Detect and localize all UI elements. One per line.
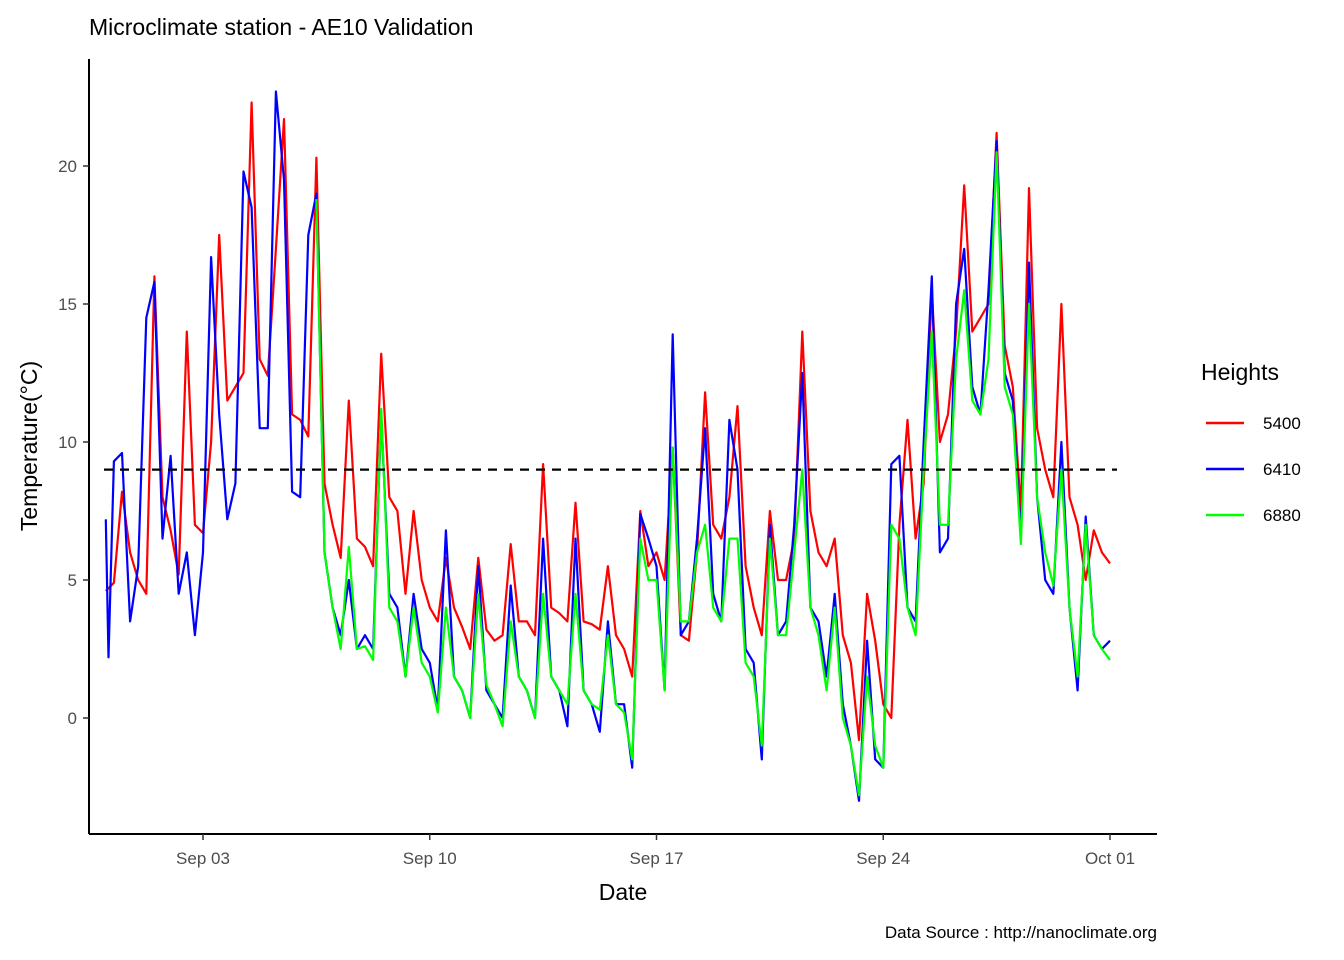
legend-label-6410: 6410	[1263, 460, 1301, 479]
legend-label-6880: 6880	[1263, 506, 1301, 525]
series-line-5400	[105, 101, 1111, 742]
x-tick-label: Sep 10	[403, 849, 457, 868]
x-axis-title: Date	[599, 879, 648, 905]
y-tick-label: 15	[58, 295, 77, 314]
legend-title: Heights	[1201, 359, 1279, 385]
x-axis-ticks: Sep 03 Sep 10 Sep 17 Sep 24 Oct 01	[176, 834, 1135, 868]
y-tick-label: 5	[68, 571, 77, 590]
data-source-caption: Data Source : http://nanoclimate.org	[885, 923, 1157, 942]
y-tick-label: 10	[58, 433, 77, 452]
y-tick-label: 20	[58, 157, 77, 176]
x-tick-label: Oct 01	[1085, 849, 1135, 868]
y-tick-label: 0	[68, 709, 77, 728]
series-line-6410	[104, 90, 1111, 802]
plot-area	[104, 90, 1117, 802]
y-axis-ticks: 0 5 10 15 20	[58, 157, 89, 728]
x-tick-label: Sep 03	[176, 849, 230, 868]
x-tick-label: Sep 17	[630, 849, 684, 868]
legend: Heights 5400 6410 6880	[1201, 359, 1301, 525]
legend-label-5400: 5400	[1263, 414, 1301, 433]
chart-title: Microclimate station - AE10 Validation	[89, 14, 473, 40]
y-axis-title: Temperature(°C)	[16, 361, 42, 531]
x-tick-label: Sep 24	[856, 849, 910, 868]
series-line-6880	[315, 151, 1111, 797]
